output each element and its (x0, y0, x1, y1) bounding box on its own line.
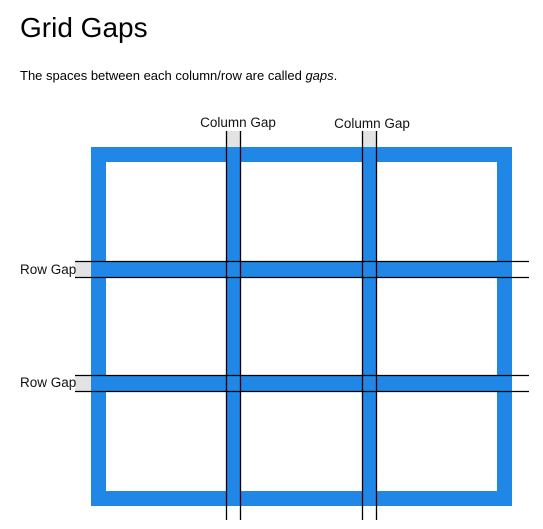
grid-cell-1 (106, 162, 226, 261)
grid-cell-7 (106, 392, 226, 491)
column-gap-highlight-2 (362, 131, 376, 151)
intro-prefix: The spaces between each column/row are c… (20, 68, 306, 83)
grid-cell-8 (240, 392, 362, 491)
row-gap-label-2: Row Gap (20, 375, 76, 390)
grid-cell-3 (376, 162, 497, 261)
intro-text: The spaces between each column/row are c… (20, 67, 337, 85)
grid-cell-5 (240, 278, 362, 375)
intro-suffix: . (333, 68, 338, 83)
grid-cell-6 (376, 278, 497, 375)
column-gap-highlight-1 (226, 131, 240, 151)
row-gap-highlight-1 (75, 261, 92, 278)
row-gap-label-1: Row Gap (20, 262, 76, 277)
row-gap-highlight-2 (75, 375, 92, 392)
grid-cell-9 (376, 392, 497, 491)
grid-cell-2 (240, 162, 362, 261)
column-gap-label-2: Column Gap (334, 116, 410, 131)
column-gap-label-1: Column Gap (200, 115, 276, 130)
intro-term: gaps (305, 68, 334, 83)
page-title: Grid Gaps (20, 12, 148, 43)
grid-cell-4 (106, 278, 226, 375)
